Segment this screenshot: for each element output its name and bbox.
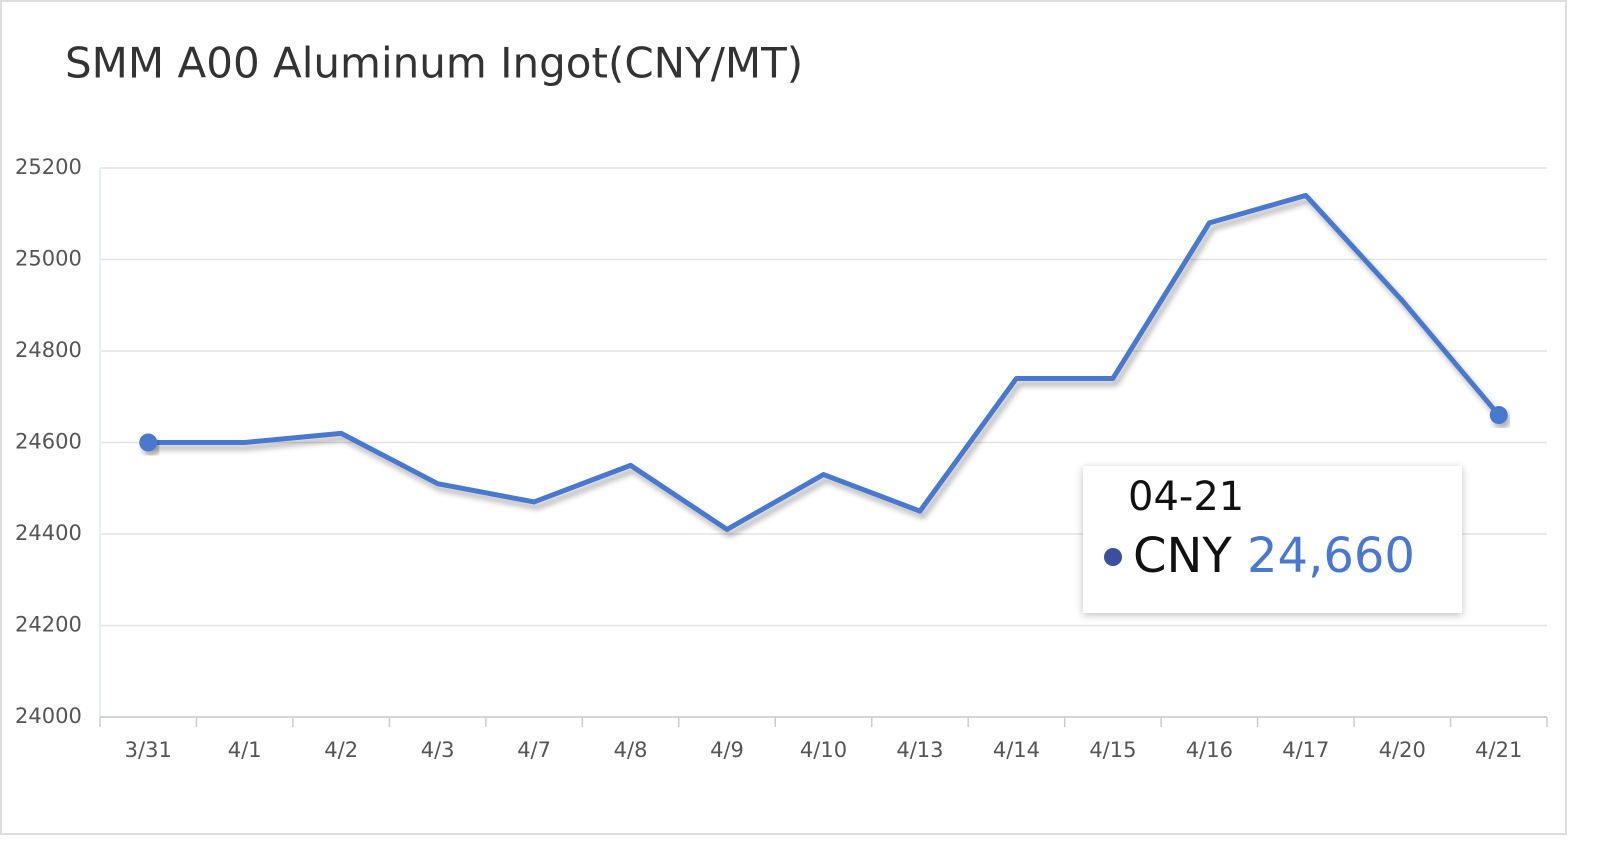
y-tick-label: 24600 (15, 430, 82, 454)
x-tick-label: 4/17 (1282, 738, 1329, 762)
x-tick-label: 4/15 (1089, 738, 1136, 762)
x-tick-label: 4/3 (421, 738, 455, 762)
end-marker (139, 433, 158, 452)
x-tick-label: 4/10 (800, 738, 847, 762)
chart-title: SMM A00 Aluminum Ingot(CNY/MT) (65, 39, 803, 88)
tooltip-series: CNY (1133, 528, 1232, 584)
tooltip-text: CNY 24,660 (1133, 528, 1415, 584)
y-tick-label: 24000 (15, 704, 82, 728)
tooltip-dot (1104, 548, 1122, 566)
x-tick-label: 4/20 (1379, 738, 1426, 762)
y-tick-label: 24200 (15, 613, 82, 637)
x-tick-label: 4/16 (1186, 738, 1233, 762)
x-tick-label: 4/7 (517, 738, 551, 762)
x-tick-label: 4/13 (896, 738, 943, 762)
y-tick-label: 25200 (15, 155, 82, 179)
x-tick-label: 4/9 (710, 738, 744, 762)
tooltip-box (1083, 466, 1462, 613)
x-tick-label: 4/8 (614, 738, 648, 762)
x-tick-label: 4/1 (228, 738, 262, 762)
y-tick-label: 24800 (15, 338, 82, 362)
x-tick-label: 4/21 (1475, 738, 1522, 762)
series-line (148, 192, 1501, 532)
end-marker (1489, 406, 1508, 425)
tooltip-value: 24,660 (1247, 528, 1415, 584)
frame (0, 0, 1567, 835)
x-tick-label: 4/2 (324, 738, 358, 762)
tooltip: 04-21 CNY 24,660 (1083, 466, 1462, 613)
x-tick-label: 3/31 (125, 738, 172, 762)
y-tick-label: 24400 (15, 521, 82, 545)
x-tick-label: 4/14 (993, 738, 1040, 762)
y-tick-label: 25000 (15, 247, 82, 271)
tooltip-date: 04-21 (1128, 474, 1244, 520)
